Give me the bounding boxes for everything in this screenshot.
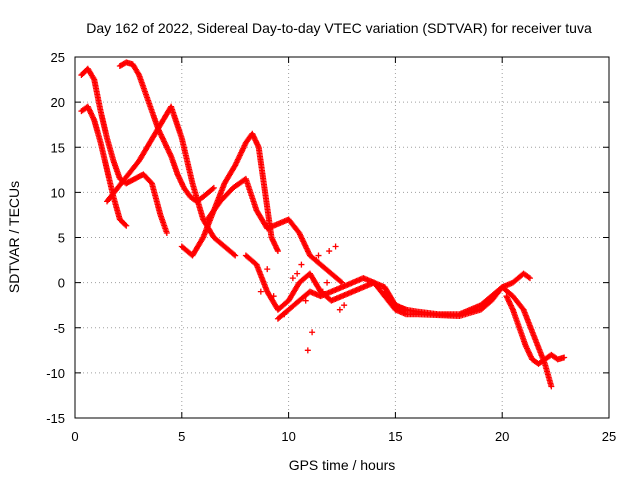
series-track-9: [381, 284, 555, 390]
y-tick-label: -5: [53, 321, 65, 336]
data-point: [309, 329, 316, 336]
data-point: [163, 229, 170, 236]
series-track-10: [503, 293, 568, 367]
data-point: [525, 274, 532, 281]
data-point: [264, 266, 271, 273]
data-point: [313, 257, 320, 264]
series-track-4: [116, 59, 217, 205]
y-tick-label: 20: [51, 95, 65, 110]
data-point: [326, 248, 333, 255]
data-point: [294, 270, 301, 277]
y-tick-label: 10: [51, 185, 65, 200]
data-point: [281, 311, 288, 318]
series-track-2: [78, 65, 170, 236]
y-tick-label: 0: [58, 276, 65, 291]
data-point: [337, 278, 344, 285]
x-tick-label: 25: [602, 429, 616, 444]
data-point: [526, 275, 533, 282]
data-point: [561, 354, 568, 361]
data-point: [298, 261, 305, 268]
series-track-3: [104, 103, 239, 259]
x-tick-label: 0: [71, 429, 78, 444]
y-tick-label: -15: [46, 411, 65, 426]
plot-area: [78, 59, 568, 390]
x-axis-label: GPS time / hours: [289, 457, 396, 473]
data-point: [232, 252, 239, 259]
series-track-7: [242, 252, 410, 313]
data-point: [199, 235, 206, 242]
data-point: [332, 243, 339, 250]
data-point: [209, 185, 216, 192]
x-tick-label: 5: [178, 429, 185, 444]
data-point: [548, 383, 555, 390]
chart-title: Day 162 of 2022, Sidereal Day-to-day VTE…: [86, 20, 592, 36]
data-point: [231, 251, 238, 258]
data-point: [319, 288, 326, 295]
data-point: [274, 248, 281, 255]
y-tick-label: 25: [51, 50, 65, 65]
data-point: [270, 293, 277, 300]
series-track-5: [178, 130, 281, 259]
x-tick-label: 15: [388, 429, 402, 444]
data-point: [302, 297, 309, 304]
data-point: [289, 275, 296, 282]
data-point: [341, 302, 348, 309]
data-point: [123, 222, 130, 229]
data-point: [304, 347, 311, 354]
y-tick-label: 15: [51, 140, 65, 155]
series-scatter-noise: [257, 243, 348, 354]
y-axis-label: SDTVAR / TECUs: [6, 181, 22, 293]
x-tick-label: 20: [495, 429, 509, 444]
data-point: [122, 221, 129, 228]
grid: [75, 57, 609, 418]
data-point: [210, 184, 217, 191]
data-point: [324, 279, 331, 286]
axis-ticks: 0 5 10 15 20 25 -15 -10 -5 0 5 10 15 20 25: [46, 50, 616, 444]
data-point: [336, 306, 343, 313]
data-point: [315, 252, 322, 259]
data-point: [257, 288, 264, 295]
x-tick-label: 10: [281, 429, 295, 444]
y-tick-label: -10: [46, 366, 65, 381]
y-tick-label: 5: [58, 231, 65, 246]
